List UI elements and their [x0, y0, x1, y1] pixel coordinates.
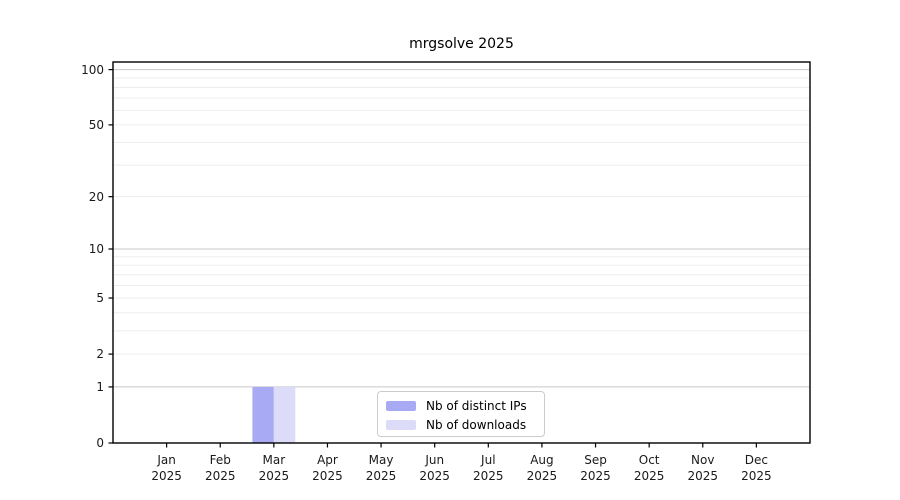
- x-tick-label: Jun 2025: [419, 453, 450, 483]
- x-tick-label: Mar 2025: [258, 453, 290, 483]
- y-tick-label: 2: [96, 347, 104, 362]
- x-tick-label: May 2025: [365, 453, 397, 483]
- y-tick-label: 100: [81, 62, 104, 77]
- legend-label-downloads: Nb of downloads: [426, 417, 527, 432]
- chart-title: mrgsolve 2025: [409, 36, 514, 52]
- x-tick-label: Jul 2025: [473, 453, 504, 483]
- y-tick-label: 50: [88, 117, 104, 132]
- y-tick-label: 20: [88, 189, 104, 204]
- y-tick-label: 0: [96, 436, 104, 450]
- y-tick-label: 5: [96, 291, 104, 306]
- legend-swatch-downloads: [386, 419, 416, 430]
- x-tick-label: Sep 2025: [580, 453, 611, 483]
- x-tick-label: Apr 2025: [312, 453, 343, 483]
- legend-swatch-distinct-ips: [386, 400, 416, 411]
- x-tick-label: Nov 2025: [687, 453, 719, 483]
- x-tick-label: Feb 2025: [204, 453, 236, 483]
- legend-item-distinct-ips: Nb of distinct IPs: [386, 396, 536, 415]
- y-tick-label: 1: [96, 379, 104, 394]
- x-tick-label: Oct 2025: [633, 453, 665, 483]
- bar-downloads: [273, 386, 296, 443]
- y-tick-label: 10: [88, 241, 104, 256]
- plot-border: [112, 61, 811, 444]
- x-tick-label: Dec 2025: [741, 453, 772, 483]
- x-tick-label: Aug 2025: [526, 453, 558, 483]
- legend: Nb of distinct IPs Nb of downloads: [377, 391, 545, 437]
- legend-item-downloads: Nb of downloads: [386, 415, 536, 434]
- x-tick-label: Jan 2025: [151, 453, 182, 483]
- legend-label-distinct-ips: Nb of distinct IPs: [426, 398, 527, 413]
- bar-distinct-ips: [252, 386, 274, 443]
